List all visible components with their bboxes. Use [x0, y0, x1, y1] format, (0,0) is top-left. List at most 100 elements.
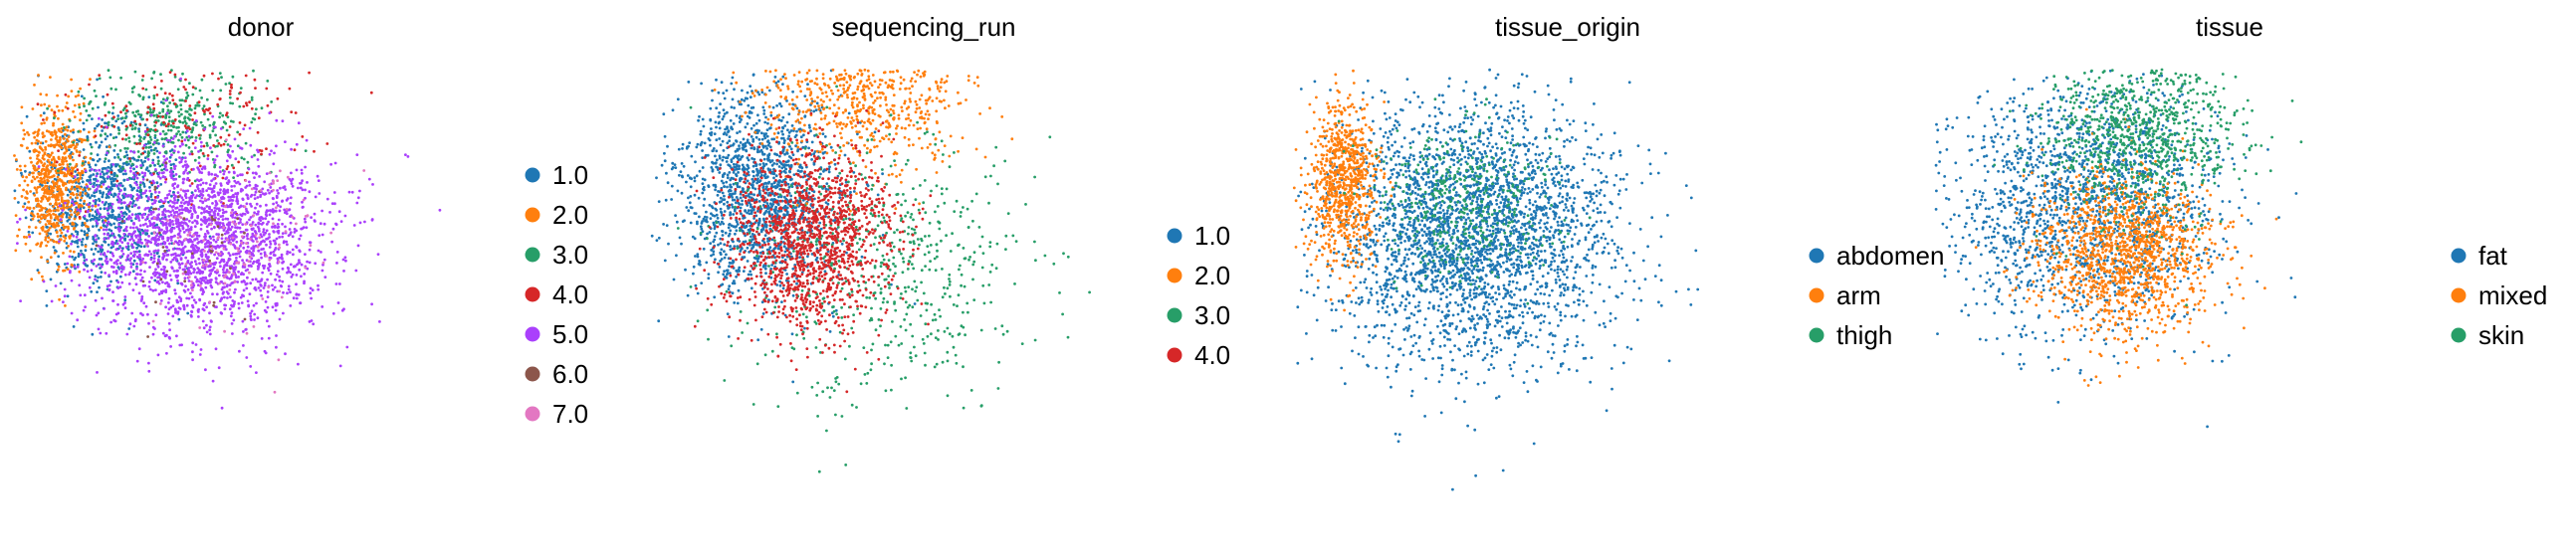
scatter-point — [108, 133, 112, 136]
scatter-point — [132, 222, 135, 226]
scatter-point — [212, 266, 216, 270]
scatter-point — [152, 250, 156, 254]
scatter-point — [120, 116, 124, 120]
scatter-point — [80, 240, 84, 244]
scatter-point — [89, 196, 92, 200]
scatter-point — [281, 232, 285, 236]
scatter-point — [191, 358, 195, 362]
scatter-point — [295, 246, 299, 250]
scatter-point — [137, 347, 141, 351]
scatter-point — [278, 275, 281, 279]
scatter-point — [168, 149, 172, 153]
scatter-point — [157, 281, 161, 285]
scatter-point — [92, 237, 96, 241]
scatter-point — [802, 133, 805, 137]
scatter-point — [135, 165, 138, 169]
scatter-point — [150, 238, 154, 241]
scatter-point — [102, 176, 106, 180]
scatter-point — [202, 210, 206, 214]
scatter-point — [332, 191, 336, 194]
scatter-point — [107, 69, 110, 73]
scatter-point — [212, 161, 216, 164]
scatter-point — [193, 209, 197, 213]
scatter-point — [791, 153, 795, 157]
scatter-point — [212, 177, 216, 181]
scatter-point — [263, 308, 267, 312]
scatter-point — [55, 221, 59, 225]
scatter-point — [19, 143, 23, 147]
scatter-point — [287, 234, 291, 238]
scatter-point — [36, 242, 40, 246]
scatter-point — [156, 353, 160, 357]
scatter-point — [69, 162, 72, 166]
scatter-point — [210, 320, 213, 323]
scatter-point — [154, 288, 157, 291]
scatter-point — [155, 262, 159, 266]
scatter-point — [256, 279, 260, 283]
scatter-point — [45, 117, 49, 121]
scatter-point — [202, 259, 206, 262]
scatter-point — [221, 176, 225, 180]
scatter-point — [288, 251, 292, 255]
scatter-point — [191, 305, 195, 309]
scatter-point — [76, 168, 80, 172]
scatter-point — [126, 162, 130, 166]
scatter-point — [76, 266, 80, 269]
scatter-point — [299, 181, 302, 185]
scatter-point — [246, 171, 249, 175]
scatter-point — [776, 80, 780, 84]
scatter-point — [199, 240, 203, 244]
scatter-point — [53, 182, 56, 186]
scatter-point — [228, 93, 232, 95]
scatter-point — [83, 214, 87, 218]
scatter-point — [82, 188, 85, 192]
scatter-point — [71, 221, 75, 225]
scatter-point — [32, 150, 36, 153]
scatter-point — [214, 125, 217, 129]
scatter-point — [182, 171, 186, 175]
scatter-point — [276, 226, 280, 230]
scatter-point — [70, 180, 74, 184]
scatter-point — [56, 93, 59, 97]
scatter-point — [762, 108, 766, 112]
scatter-point — [138, 273, 142, 277]
scatter-point — [38, 151, 41, 154]
scatter-point — [314, 262, 318, 266]
scatter-point — [236, 96, 240, 100]
scatter-point — [257, 210, 260, 214]
scatter-point — [169, 345, 173, 348]
scatter-point — [217, 77, 220, 81]
scatter-point — [114, 248, 118, 252]
scatter-point — [147, 235, 151, 238]
scatter-point — [86, 135, 90, 138]
scatter-point — [308, 261, 312, 265]
scatter-point — [113, 217, 116, 221]
scatter-point — [258, 236, 262, 240]
scatter-point — [192, 122, 196, 126]
scatter-point — [144, 189, 148, 193]
scatter-point — [190, 314, 193, 318]
scatter-point — [238, 121, 242, 124]
scatter-point — [223, 281, 227, 285]
scatter-point — [15, 168, 19, 171]
scatter-point — [722, 155, 725, 159]
scatter-point — [141, 151, 145, 155]
scatter-point — [194, 189, 197, 193]
scatter-point — [69, 154, 72, 157]
scatter-point — [130, 311, 134, 315]
scatter-point — [197, 103, 201, 107]
scatter-point — [101, 195, 105, 199]
scatter-point — [79, 111, 83, 115]
scatter-point — [781, 75, 785, 79]
scatter-point — [260, 256, 263, 260]
scatter-point — [295, 222, 298, 226]
scatter-point — [187, 267, 191, 270]
scatter-point — [242, 157, 246, 161]
scatter-point — [147, 145, 151, 149]
scatter-point — [103, 232, 107, 236]
scatter-point — [269, 209, 272, 212]
scatter-point — [170, 172, 174, 176]
scatter-point — [355, 153, 359, 157]
scatter-point — [116, 117, 120, 120]
scatter-point — [253, 211, 256, 215]
